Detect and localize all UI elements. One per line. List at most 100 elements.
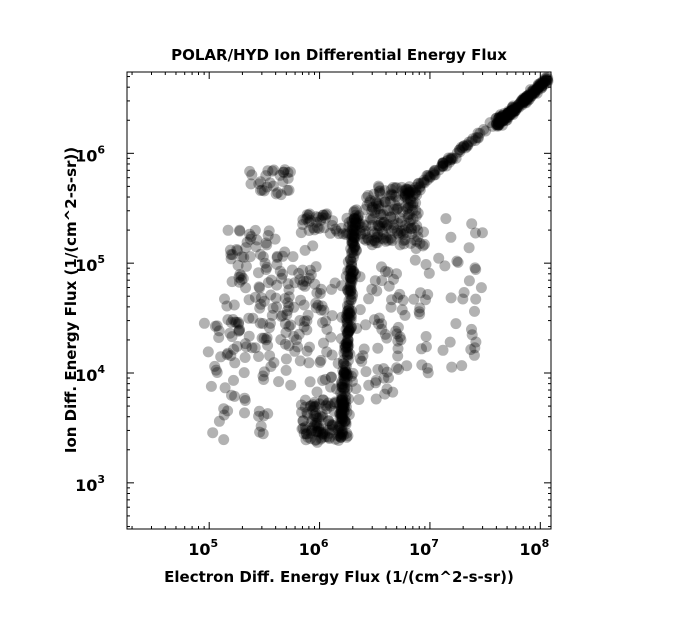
data-point [254,317,266,329]
data-point [341,427,353,439]
data-point [266,309,278,321]
data-point [378,372,390,384]
data-point [502,107,514,119]
data-point [234,269,246,280]
data-point [340,338,352,350]
data-point [279,246,291,258]
data-point [401,203,413,215]
data-point [270,292,282,304]
data-point [428,167,440,179]
data-point [422,367,434,379]
data-point [335,378,347,389]
data-point [518,96,530,108]
data-point [507,105,518,117]
data-point [474,127,486,139]
data-point [407,204,418,216]
data-point [369,314,380,326]
data-point [358,219,370,231]
data-point [337,393,348,404]
data-point [379,196,391,208]
data-point [373,186,385,198]
data-point [372,342,384,354]
data-point [456,360,468,372]
data-point [407,197,419,209]
data-point [301,345,313,357]
data-point [354,224,366,236]
data-point [381,205,393,216]
data-point [325,371,337,383]
data-point [343,299,355,311]
data-point [310,297,322,309]
data-point [344,271,356,283]
data-point [518,94,530,106]
x-tick-label: 106 [299,537,329,559]
data-point [407,199,419,211]
data-point [299,394,311,406]
data-point [411,189,423,201]
data-point [443,152,454,164]
data-point [522,91,534,103]
data-point [309,400,321,412]
data-point [253,405,265,417]
data-point [414,184,426,196]
data-point [299,244,311,256]
data-point [255,292,267,304]
data-point [341,376,353,388]
data-point [283,301,295,313]
data-point [258,366,270,378]
data-point [230,316,242,328]
data-point [366,214,378,226]
data-point [310,302,322,314]
data-point [339,400,351,412]
data-point [391,268,402,280]
data-point [271,250,283,262]
data-point [496,119,508,131]
data-point [498,108,510,119]
data-point [325,331,337,343]
data-point [540,75,552,87]
data-point [401,360,413,372]
data-point [518,95,530,107]
data-point [341,406,353,418]
data-point [338,398,349,410]
data-point [398,224,410,236]
data-point [346,271,358,282]
data-point [315,304,327,316]
data-point [253,351,265,362]
data-point [531,82,543,94]
data-point [301,324,313,336]
data-point [335,424,347,436]
data-point [495,116,507,128]
data-point [346,230,358,242]
data-point [297,214,309,226]
data-point [520,92,532,104]
data-point [418,176,429,188]
data-point [340,390,352,402]
data-point [354,304,366,316]
data-point [339,383,351,395]
data-point [532,84,544,96]
data-point [405,199,417,211]
data-point [370,232,382,244]
data-point [240,282,252,294]
data-point [539,77,551,89]
data-point [280,327,292,338]
data-point [320,212,332,224]
data-point [429,164,441,176]
data-point [412,178,424,190]
data-point [520,92,532,104]
data-point [509,103,521,115]
data-point [272,187,284,199]
data-point [410,243,422,254]
data-point [300,213,312,225]
data-point [270,188,282,200]
data-point [336,429,348,441]
data-point [365,235,377,247]
data-point [338,397,350,409]
data-point [385,232,397,244]
data-point [406,228,418,240]
data-point [337,358,349,370]
data-point [355,228,367,240]
data-point [502,107,514,119]
data-point [342,308,354,320]
